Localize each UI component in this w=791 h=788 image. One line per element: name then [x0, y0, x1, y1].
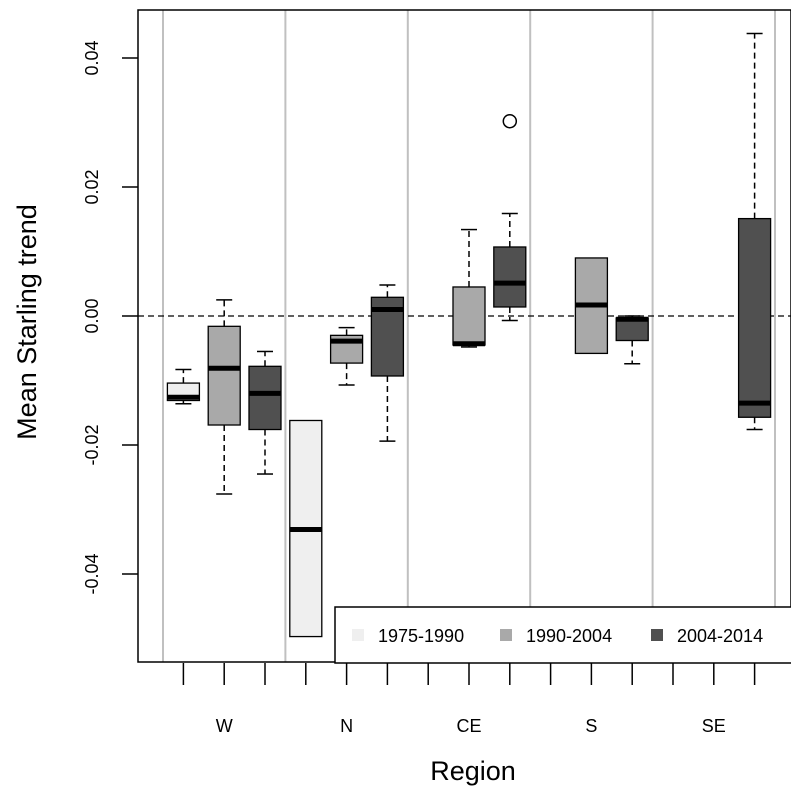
box-CE-2004-2014: [493, 113, 527, 322]
x-tick-label: N: [340, 716, 353, 736]
outlier-point: [502, 113, 518, 129]
box-N-1990-2004: [329, 326, 364, 386]
legend-swatch: [352, 629, 364, 641]
box-SE-2004-2014: [737, 32, 772, 431]
x-tick-label: CE: [456, 716, 481, 736]
box-body: [493, 246, 527, 308]
y-tick-label: 0.00: [82, 298, 102, 333]
y-axis-title: Mean Starling trend: [12, 204, 42, 440]
box-body: [248, 365, 282, 431]
x-tick-label: S: [585, 716, 597, 736]
box-CE-1990-2004: [452, 228, 486, 348]
y-tick-label: 0.04: [82, 40, 102, 75]
legend-label: 1990-2004: [526, 626, 612, 646]
box-S-1990-2004: [574, 257, 609, 355]
box-W-2004-2014: [248, 350, 282, 475]
region-separators: [162, 10, 776, 662]
legend-label: 1975-1990: [378, 626, 464, 646]
box-W-1990-2004: [207, 299, 241, 495]
box-S-2004-2014: [615, 315, 649, 365]
y-tick-label: 0.02: [82, 169, 102, 204]
y-axis: -0.04 -0.02 0.00 0.02 0.04: [82, 40, 138, 595]
y-tick-label: -0.04: [82, 553, 102, 594]
x-tick-label: W: [216, 716, 233, 736]
box-W-1975-1990: [166, 368, 201, 405]
legend: 1975-1990 1990-2004 2004-2014: [334, 606, 791, 664]
legend-swatch: [651, 629, 663, 641]
box-N-2004-2014: [370, 284, 405, 442]
legend-label: 2004-2014: [677, 626, 763, 646]
legend-box: [334, 606, 791, 664]
x-tick-label: SE: [702, 716, 726, 736]
box-body: [737, 217, 772, 418]
x-axis-title: Region: [430, 756, 516, 786]
box-body: [207, 325, 241, 426]
box-N-1975-1990: [289, 419, 323, 638]
y-tick-label: -0.02: [82, 424, 102, 465]
boxes: [166, 32, 772, 638]
box-body: [452, 286, 486, 346]
x-axis: W N CE S SE: [182, 663, 756, 736]
legend-swatch: [500, 629, 512, 641]
